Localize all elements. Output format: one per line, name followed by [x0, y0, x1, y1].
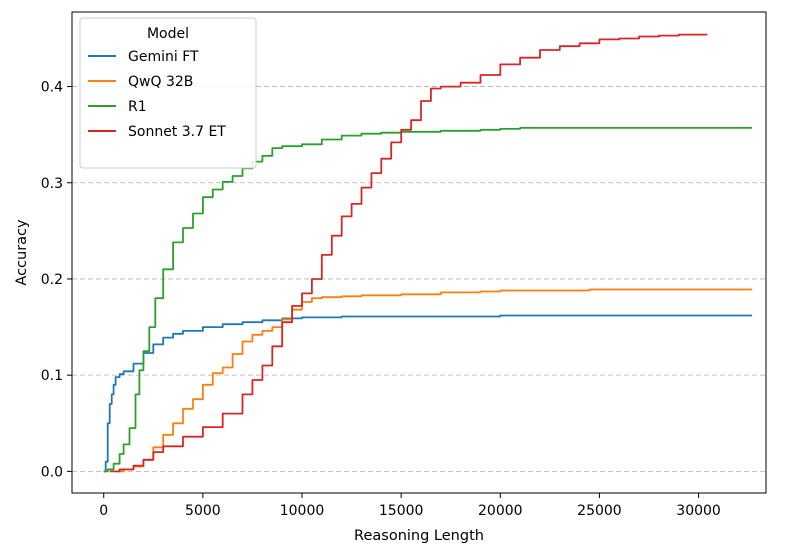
series-line-r1: [103, 127, 753, 473]
plot-frame: [71, 11, 767, 494]
y-tick-label: 0.1: [41, 368, 63, 384]
y-tick-label: 0.2: [41, 272, 63, 288]
legend: Model Gemini FT QwQ 32B R1 Sonnet 3.7 ET: [79, 17, 257, 169]
y-axis-label: Accuracy: [14, 219, 30, 286]
x-tick-label: 25000: [577, 503, 622, 519]
x-tick-label: 30000: [676, 503, 721, 519]
x-axis-ticks: 0 5000 10000 15000 20000 25000 30000: [99, 493, 721, 519]
legend-label: Gemini FT: [128, 49, 199, 65]
series-lines: [103, 33, 753, 473]
y-tick-label: 0.3: [41, 176, 63, 192]
x-axis-label: Reasoning Length: [354, 528, 484, 544]
legend-label: QwQ 32B: [128, 74, 193, 90]
legend-title: Model: [147, 26, 189, 42]
x-tick-label: 0: [99, 503, 108, 519]
series-line-qwq-32b: [115, 288, 753, 473]
legend-label: R1: [128, 99, 147, 115]
y-tick-label: 0.0: [41, 464, 63, 480]
x-tick-label: 10000: [280, 503, 325, 519]
series-line-gemini-ft: [103, 314, 753, 473]
legend-label: Sonnet 3.7 ET: [128, 124, 226, 140]
legend-box: [79, 17, 257, 169]
y-tick-label: 0.4: [41, 80, 63, 96]
x-tick-label: 20000: [478, 503, 523, 519]
series-line-sonnet-3-7-et: [109, 33, 708, 473]
y-axis-ticks: 0.0 0.1 0.2 0.3 0.4: [41, 80, 72, 480]
x-tick-label: 5000: [185, 503, 221, 519]
x-tick-label: 15000: [379, 503, 424, 519]
